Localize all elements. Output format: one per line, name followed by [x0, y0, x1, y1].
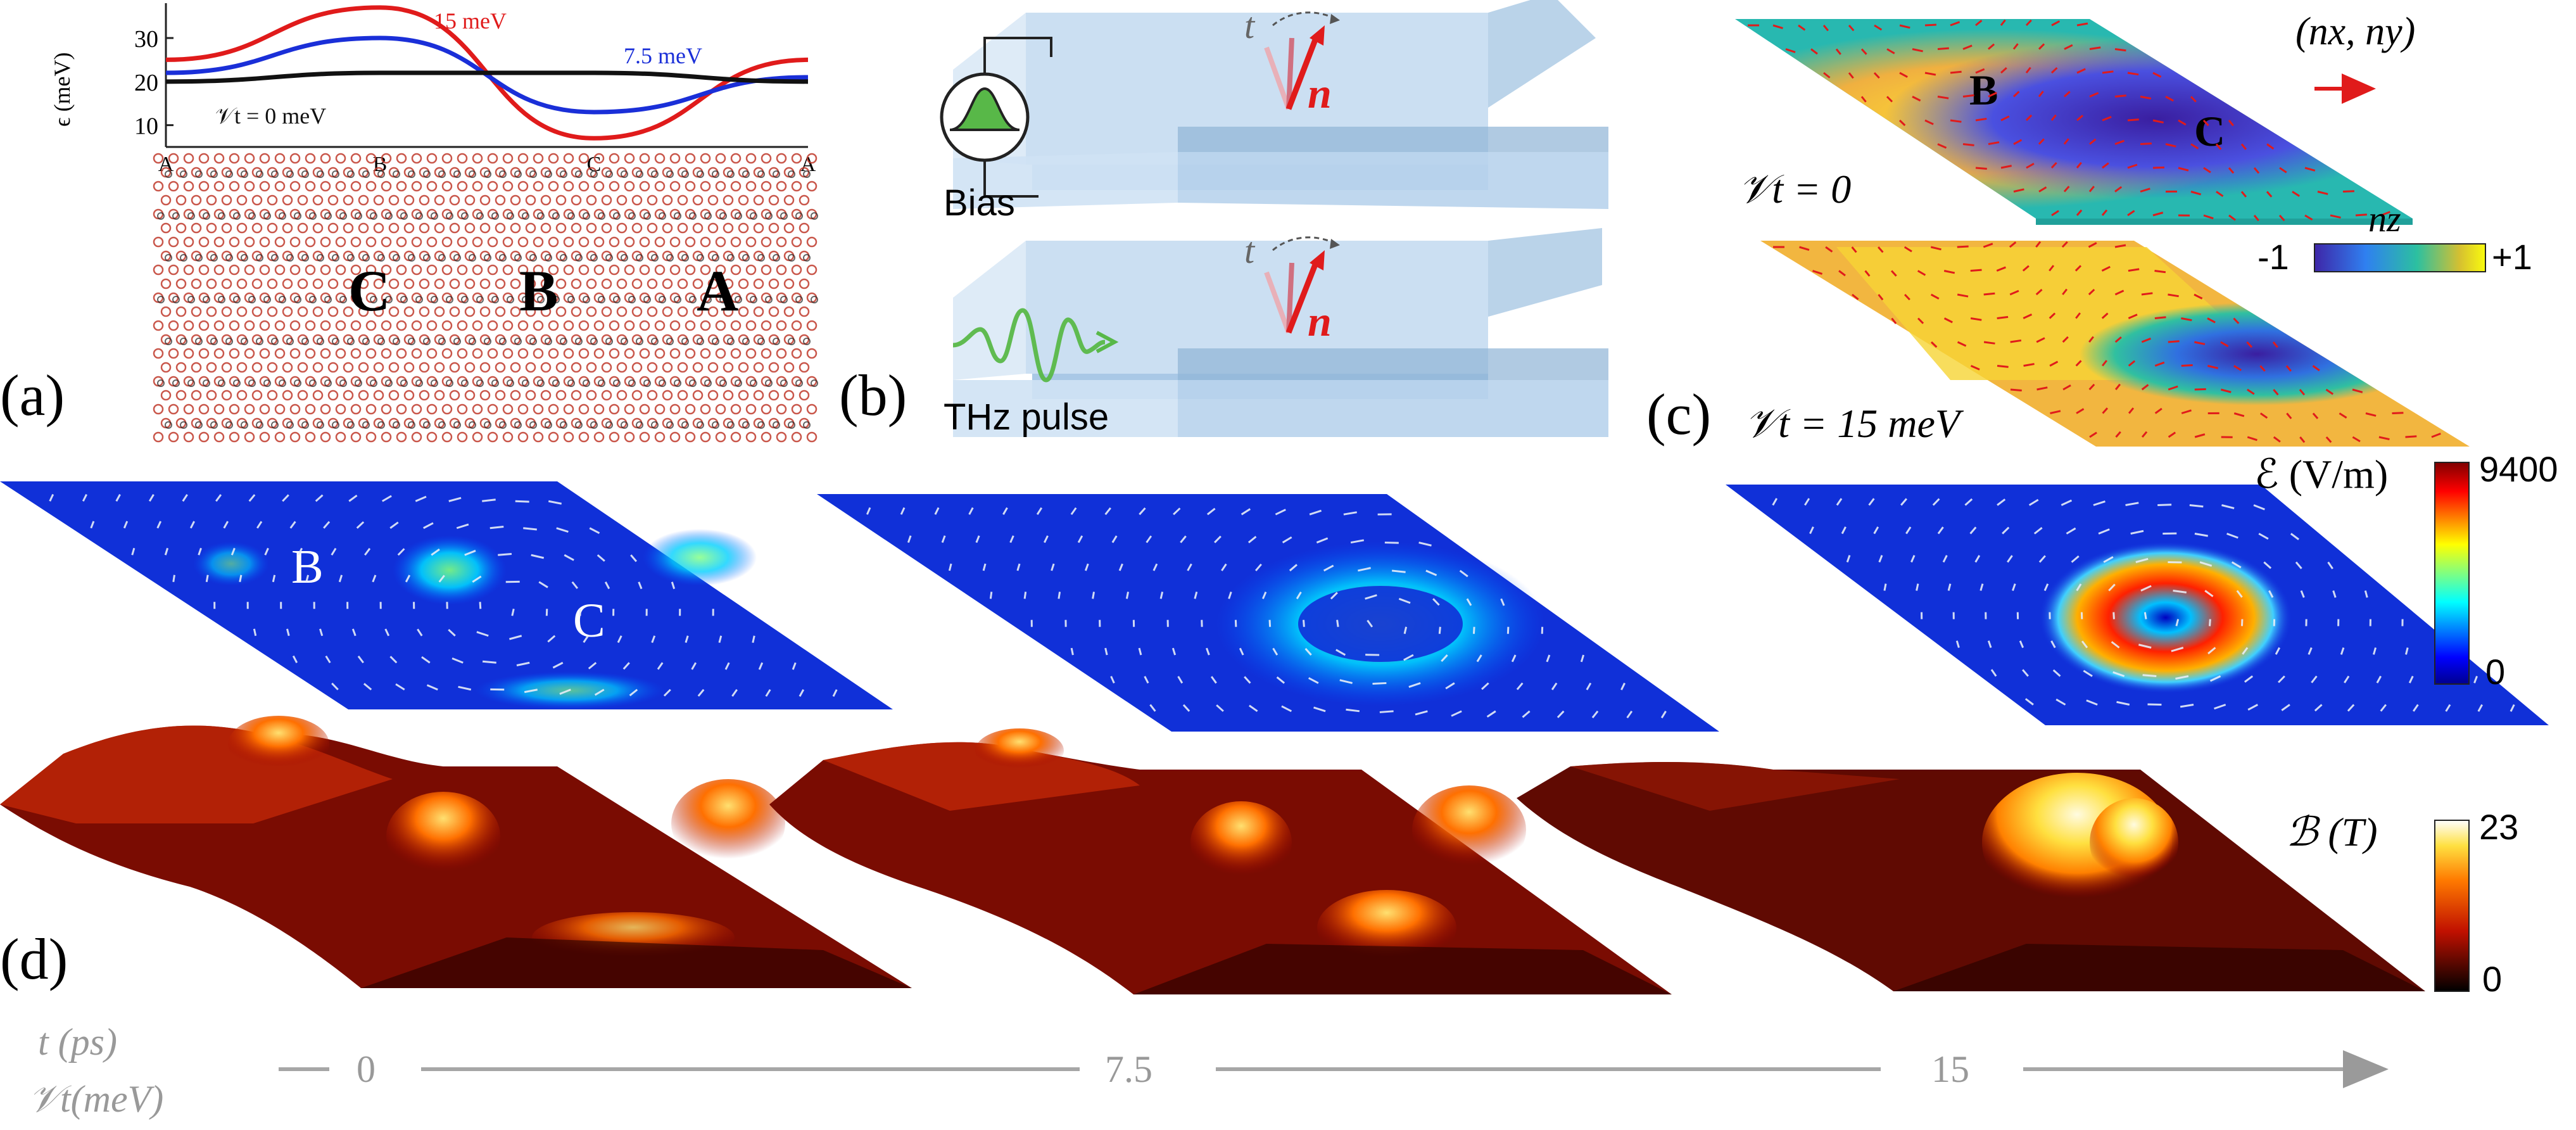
t-label-bottom: t — [1244, 230, 1256, 271]
curve-label-15: 15 meV — [434, 8, 507, 34]
efield-label-b: B — [291, 540, 324, 594]
texture-surface-bottom — [1760, 241, 2470, 447]
panel-label-a: (a) — [0, 363, 65, 428]
thz-label: THz pulse — [944, 397, 1109, 438]
efield-vector-field — [49, 493, 2515, 719]
efield-label-c: C — [573, 594, 605, 647]
bfield-colorbar-title: ℬ (T) — [2286, 809, 2378, 854]
bias-label: Bias — [944, 182, 1015, 224]
ytick-group-a: 10 20 30 — [134, 26, 174, 140]
time-tick-0: 0 — [357, 1048, 376, 1090]
bias-source — [940, 37, 1052, 198]
ylabel-a: ϵ (meV) — [49, 52, 75, 127]
nz-colorbar — [2314, 243, 2486, 272]
region-label-b: B — [1969, 66, 1998, 114]
efield-map-0 — [0, 481, 893, 709]
n-label-bottom: n — [1308, 297, 1332, 345]
vt-label-bottom: 𝒱t = 15 meV — [1745, 401, 1964, 446]
ytick-label-a: 20 — [134, 70, 158, 96]
curve-label-0: 𝒱t = 0 meV — [215, 103, 326, 129]
series-line-2 — [165, 70, 809, 84]
bfield-colorbar-max: 23 — [2479, 807, 2518, 847]
bfield-surface-0 — [0, 716, 912, 988]
panel-label-c: (c) — [1646, 382, 1711, 447]
thz-arrowhead-icon — [1095, 331, 1119, 353]
t-label-top: t — [1244, 5, 1256, 46]
texture-surface-top — [1735, 19, 2413, 225]
bfield-surface-7-5 — [769, 728, 1672, 994]
panel-d: (d) B C ℰ (V/m) 9400 0 — [0, 449, 2558, 1120]
xtick-label-a: C — [587, 153, 602, 176]
spin-arrow-top — [1264, 11, 1340, 110]
thz-pulse-icon — [952, 308, 1106, 383]
nz-colorbar-title: nz — [2368, 198, 2401, 239]
xtick-label-a: B — [373, 153, 388, 176]
ytick-label-a: 30 — [134, 26, 158, 53]
nz-colorbar-min: -1 — [2257, 237, 2289, 277]
bfield-surface-15 — [1517, 762, 2425, 991]
lattice-label-b: B — [519, 258, 558, 323]
time-tick-7-5: 7.5 — [1105, 1048, 1152, 1090]
heterostructure-top — [953, 0, 1608, 209]
efield-colorbar-title: ℰ (V/m) — [2254, 452, 2388, 497]
panel-b: (b) Bias — [839, 0, 1608, 438]
vt-label-top: 𝒱t = 0 — [1738, 167, 1851, 212]
lattice-label-c: C — [348, 258, 390, 323]
curve-group-a — [165, 5, 809, 141]
vt-axis-label: 𝒱t(meV) — [28, 1078, 163, 1120]
heterostructure-bottom — [953, 228, 1608, 437]
time-tick-15: 15 — [1931, 1048, 1969, 1090]
efield-colorbar — [2434, 462, 2470, 685]
panel-label-b: (b) — [839, 363, 907, 428]
bfield-colorbar — [2434, 820, 2470, 992]
time-axis-label: t (ps) — [38, 1021, 117, 1063]
efield-colorbar-min: 0 — [2485, 652, 2505, 692]
vector-label: (nx, ny) — [2295, 10, 2415, 53]
moire-lattice — [153, 153, 818, 443]
curve-label-7-5: 7.5 meV — [624, 43, 702, 68]
efield-map-15 — [1726, 485, 2549, 725]
spin-vector-field — [1748, 19, 2441, 443]
nz-colorbar-max: +1 — [2492, 237, 2532, 277]
panel-c: (c) B C (nx, ny) 𝒱t = 0 𝒱t = 15 meV nz -… — [1646, 10, 2532, 447]
efield-map-7-5 — [817, 494, 1719, 732]
spin-arrow-bottom — [1264, 236, 1340, 334]
efield-colorbar-max: 9400 — [2479, 449, 2558, 489]
lattice-label-a: A — [697, 258, 738, 323]
ytick-label-a: 10 — [134, 113, 158, 140]
panel-label-d: (d) — [0, 927, 68, 991]
n-label-top: n — [1308, 69, 1332, 117]
bfield-colorbar-min: 0 — [2482, 959, 2502, 999]
